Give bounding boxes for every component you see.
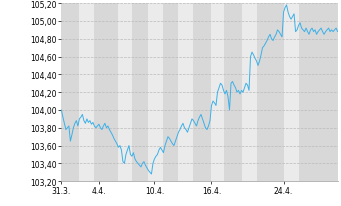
Bar — [94, 4, 118, 181]
Bar — [163, 4, 178, 181]
Bar — [193, 4, 211, 181]
Bar — [299, 4, 339, 181]
Bar — [132, 4, 148, 181]
Bar — [61, 4, 79, 181]
Bar — [223, 4, 241, 181]
Bar — [256, 4, 284, 181]
